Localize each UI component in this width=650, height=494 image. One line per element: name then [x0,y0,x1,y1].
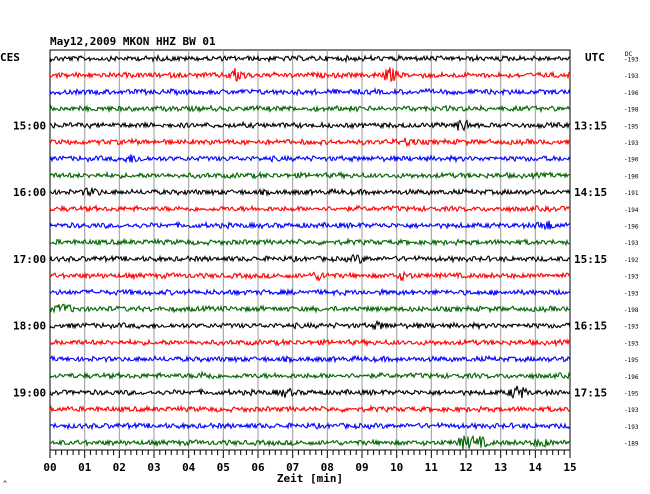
dc-value: -193 [624,140,639,147]
trace-row [49,220,571,231]
dc-value: -193 [624,240,639,247]
dc-value: -198 [624,307,639,314]
right-time-label: 13:15 [574,119,607,132]
trace-row [49,303,571,314]
left-time-labels: 15:00 16:00 17:00 18:00 19:00 [13,119,46,399]
trace-row [49,119,571,132]
left-timezone-label: CES [0,51,20,64]
trace-row [49,153,571,164]
dc-header-label: DC [625,51,633,58]
x-tick-label: 13 [494,461,507,474]
dc-value: -196 [624,374,639,381]
left-time-label: 16:00 [13,186,46,199]
trace-row [49,421,571,431]
dc-value: -189 [624,441,639,448]
dc-value: -193 [624,274,639,281]
left-time-label: 19:00 [13,387,46,400]
right-time-label: 16:15 [574,320,607,333]
left-time-label: 15:00 [13,119,46,132]
x-tick-label: 14 [529,461,543,474]
x-tick-label: 10 [390,461,403,474]
dc-value: -193 [624,324,639,331]
trace-row [49,53,571,64]
dc-value: -193 [624,73,639,80]
right-timezone-label: UTC [585,51,605,64]
x-tick-label: 07 [286,461,299,474]
x-tick-label: 11 [425,461,439,474]
trace-row [49,370,571,381]
dc-value: -191 [624,190,639,197]
dc-value: -195 [624,391,639,398]
dc-value: -193 [624,407,639,414]
x-tick-label: 03 [147,461,160,474]
trace-row [49,404,571,414]
dc-value: -196 [624,224,639,231]
dc-value: -190 [624,173,639,180]
dc-value: -195 [624,357,639,364]
dc-value: -194 [624,207,639,214]
trace-row [49,204,571,214]
trace-row [49,319,571,331]
trace-row [49,270,571,283]
x-tick-label: 02 [113,461,126,474]
trace-row [49,170,570,181]
trace-row [49,287,571,297]
dc-value: -196 [624,90,639,97]
dc-values: -193 -193 -196 -198 -195 -193 -190 -190 -191 -194… [624,57,639,448]
dc-value: -193 [624,57,639,64]
trace-row [49,354,571,364]
x-tick-label: 00 [43,461,56,474]
x-tick-label: 04 [182,461,196,474]
trace-row [49,337,571,348]
x-tick-label: 01 [78,461,92,474]
right-time-label: 17:15 [574,387,607,400]
trace-row [49,67,571,83]
dc-value: -195 [624,123,639,130]
dc-value: -193 [624,290,639,297]
x-axis-label: Zeit [min] [277,472,343,485]
trace-row [49,237,571,247]
trace-row [49,385,571,399]
dc-value: -198 [624,107,639,114]
x-tick-label: 06 [251,461,265,474]
dc-value: -193 [624,340,639,347]
seismic-traces [49,53,571,450]
x-tick-label: 08 [321,461,334,474]
x-tick-label: 12 [459,461,472,474]
right-time-labels: 13:15 14:15 15:15 16:15 17:15 [574,119,607,399]
dc-value: -190 [624,157,639,164]
trace-row [49,87,571,97]
right-time-label: 15:15 [574,253,607,266]
corner-mark: ^ [3,480,7,488]
trace-row [49,187,571,198]
dc-value: -193 [624,424,639,431]
trace-row [49,434,571,450]
trace-row [49,137,571,148]
dc-value: -192 [624,257,639,264]
x-tick-label: 15 [563,461,576,474]
x-axis: 00 01 02 03 04 05 06 07 08 09 10 11 12 13 14 15 [43,450,577,474]
x-tick-label: 05 [217,461,230,474]
minute-grid [84,50,536,450]
right-time-label: 14:15 [574,186,607,199]
trace-row [49,103,571,114]
x-tick-label: 09 [355,461,368,474]
left-time-label: 18:00 [13,320,46,333]
trace-row [49,253,571,264]
left-time-label: 17:00 [13,253,46,266]
plot-title: May12,2009 MKON HHZ BW 01 [50,35,216,48]
